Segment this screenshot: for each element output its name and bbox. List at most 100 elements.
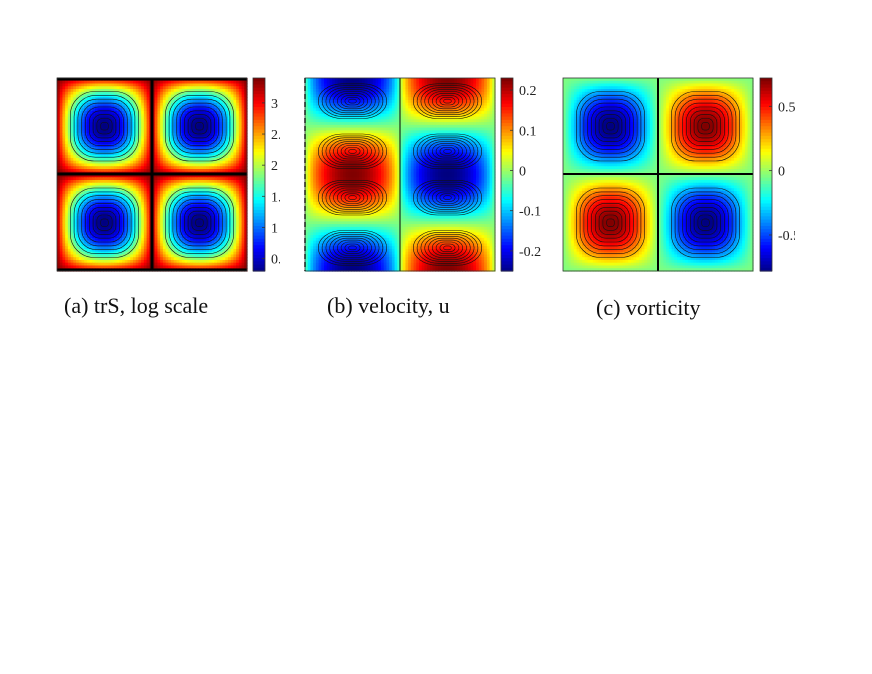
heatmap-cell xyxy=(95,254,99,258)
heatmap-cell xyxy=(114,157,118,162)
heatmap-cell xyxy=(124,149,129,154)
heatmap-cell xyxy=(146,155,150,159)
heatmap-cell xyxy=(95,215,99,220)
heatmap-cell xyxy=(127,221,131,225)
heatmap-cell xyxy=(130,141,134,145)
heatmap-cell xyxy=(168,124,172,129)
heatmap-cell xyxy=(244,166,248,170)
heatmap-cell xyxy=(130,180,134,184)
heatmap-cell xyxy=(95,204,99,209)
heatmap-cell xyxy=(130,257,134,261)
heatmap-cell xyxy=(195,243,199,247)
heatmap-cell xyxy=(176,122,180,126)
heatmap-cell xyxy=(173,116,178,120)
heatmap-cell xyxy=(230,207,235,211)
heatmap-cell xyxy=(219,119,224,123)
heatmap-cell xyxy=(65,80,69,85)
heatmap-cell xyxy=(143,177,148,181)
heatmap-cell xyxy=(59,157,64,162)
heatmap-cell xyxy=(76,135,80,140)
heatmap-cell xyxy=(173,80,178,85)
heatmap-cell xyxy=(179,182,183,187)
heatmap-cell xyxy=(146,91,150,96)
heatmap-cell xyxy=(70,94,74,98)
heatmap-cell xyxy=(203,155,207,159)
heatmap-cell xyxy=(135,86,140,90)
heatmap-cell xyxy=(162,191,167,195)
colorbar-step xyxy=(253,219,265,224)
heatmap-cell xyxy=(190,166,194,170)
heatmap-cell xyxy=(190,257,194,261)
heatmap-cell xyxy=(236,251,240,256)
heatmap-cell xyxy=(65,251,69,256)
heatmap-cell xyxy=(114,144,118,148)
heatmap-cell xyxy=(81,213,85,217)
heatmap-cell xyxy=(162,135,167,140)
heatmap-cell xyxy=(168,207,172,211)
heatmap-cell xyxy=(160,174,164,178)
heatmap-cell xyxy=(233,243,237,247)
heatmap-cell xyxy=(108,196,112,200)
heatmap-cell xyxy=(89,221,93,225)
heatmap-cell xyxy=(222,111,226,115)
heatmap-cell xyxy=(157,89,161,93)
heatmap-cell xyxy=(195,113,199,118)
heatmap-cell xyxy=(160,240,164,245)
heatmap-cell xyxy=(195,240,199,245)
heatmap-cell xyxy=(133,97,137,101)
heatmap-cell xyxy=(76,210,80,214)
heatmap-cell xyxy=(244,144,248,148)
heatmap-cell xyxy=(105,188,110,192)
heatmap-cell xyxy=(116,160,121,165)
heatmap-cell xyxy=(141,232,145,236)
heatmap-cell xyxy=(192,83,197,87)
heatmap-cell xyxy=(152,86,156,90)
heatmap-cell xyxy=(162,237,167,242)
heatmap-cell xyxy=(203,215,207,220)
heatmap-cell xyxy=(146,215,150,220)
heatmap-cell xyxy=(181,185,186,189)
heatmap-cell xyxy=(95,91,99,96)
heatmap-cell xyxy=(171,202,175,206)
heatmap-cell xyxy=(92,257,96,261)
heatmap-cell xyxy=(179,141,183,145)
heatmap-cell xyxy=(173,262,178,267)
heatmap-cell xyxy=(122,235,126,239)
heatmap-cell xyxy=(100,243,104,247)
heatmap-cell xyxy=(228,89,232,93)
heatmap-cell xyxy=(130,196,134,200)
heatmap-cell xyxy=(181,89,186,93)
heatmap-cell xyxy=(108,191,112,195)
heatmap-cell xyxy=(219,91,224,96)
heatmap-cell xyxy=(114,202,118,206)
heatmap-cell xyxy=(100,237,104,242)
heatmap-cell xyxy=(238,204,243,209)
heatmap-cell xyxy=(108,210,112,214)
heatmap-cell xyxy=(176,141,180,145)
heatmap-cell xyxy=(130,119,134,123)
heatmap-cell xyxy=(86,182,91,187)
heatmap-cell xyxy=(62,226,66,231)
heatmap-cell xyxy=(211,196,216,200)
heatmap-cell xyxy=(200,259,205,264)
heatmap-cell xyxy=(160,235,164,239)
heatmap-cell xyxy=(138,243,142,247)
heatmap-cell xyxy=(89,196,93,200)
colorbar-step xyxy=(253,78,265,82)
heatmap-cell xyxy=(225,199,229,203)
heatmap-cell xyxy=(233,251,237,256)
heatmap-cell xyxy=(67,113,72,118)
heatmap-cell xyxy=(171,240,175,245)
heatmap-cell xyxy=(209,191,213,195)
heatmap-cell xyxy=(111,254,115,258)
heatmap-cell xyxy=(211,226,216,231)
heatmap-cell xyxy=(146,122,150,126)
heatmap-cell xyxy=(114,149,118,154)
heatmap-cell xyxy=(95,232,99,236)
heatmap-cell xyxy=(176,168,180,173)
heatmap-cell xyxy=(190,254,194,258)
heatmap-cell xyxy=(152,155,156,159)
heatmap-cell xyxy=(200,163,205,167)
heatmap-cell xyxy=(119,163,123,167)
heatmap-cell xyxy=(157,226,161,231)
